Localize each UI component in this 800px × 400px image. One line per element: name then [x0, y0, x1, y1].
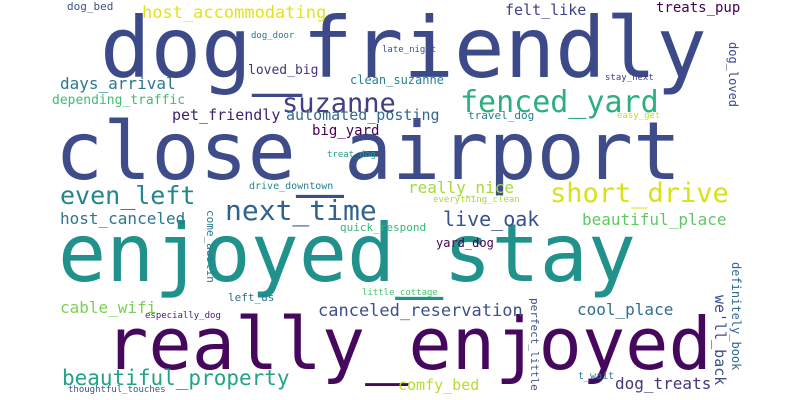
- word: stay_next: [605, 73, 654, 83]
- word: pet_friendly: [172, 106, 281, 124]
- word: thoughtful_touches: [68, 385, 166, 395]
- word: felt_like: [505, 1, 587, 19]
- word: loved_big: [248, 63, 319, 78]
- word: comfy_bed: [398, 376, 480, 394]
- word: late_night: [382, 45, 437, 55]
- word: cool_place: [577, 300, 674, 319]
- word: left_us: [228, 291, 275, 304]
- word: dog_friendly: [100, 0, 707, 97]
- word: fenced_yard: [460, 85, 659, 120]
- word: really_nice: [408, 178, 514, 197]
- word: definitely_book: [729, 262, 743, 371]
- word: we'll_back: [711, 295, 729, 386]
- word: clean_suzanne: [350, 73, 444, 87]
- word: especially_dog: [145, 311, 221, 321]
- word: treats_pup: [656, 0, 741, 16]
- word: suzanne: [282, 88, 396, 119]
- word: depending_traffic: [52, 93, 186, 108]
- word: next_time: [225, 194, 377, 227]
- word: t_wait: [578, 371, 615, 382]
- word: short_drive: [550, 178, 729, 209]
- word: everything_clean: [433, 195, 520, 205]
- word: come_austin: [204, 210, 217, 283]
- word: canceled_reservation: [318, 301, 523, 321]
- word: beautiful_place: [582, 210, 727, 229]
- word: days_arrival: [60, 74, 176, 93]
- word: travel_dog: [468, 109, 535, 122]
- word: drive_downtown: [249, 181, 334, 192]
- word: host_accommodating: [142, 3, 327, 23]
- word: quick_respond: [340, 221, 427, 234]
- word: dog_door: [251, 31, 295, 41]
- word: dog_treats: [615, 374, 712, 393]
- word: live_oak: [443, 207, 540, 231]
- word: beautiful_property: [62, 366, 290, 390]
- word: automated_posting: [286, 106, 440, 124]
- word: easy_get: [617, 111, 661, 121]
- word: dog_loved: [726, 42, 740, 108]
- word: really_enjoyed: [105, 302, 712, 386]
- word: perfect_little: [528, 298, 541, 391]
- word: even_left: [60, 181, 196, 210]
- word: cable_wifi: [60, 298, 157, 317]
- word: big_yard: [312, 123, 380, 139]
- word: host_canceled: [60, 209, 186, 228]
- word: dog_bed: [67, 0, 114, 13]
- word: yard_dog: [436, 236, 494, 250]
- word: little_cottage: [362, 288, 438, 298]
- word: enjoyed_stay: [58, 207, 636, 300]
- word: close_airport: [55, 105, 682, 198]
- word: treat_dog: [327, 150, 376, 160]
